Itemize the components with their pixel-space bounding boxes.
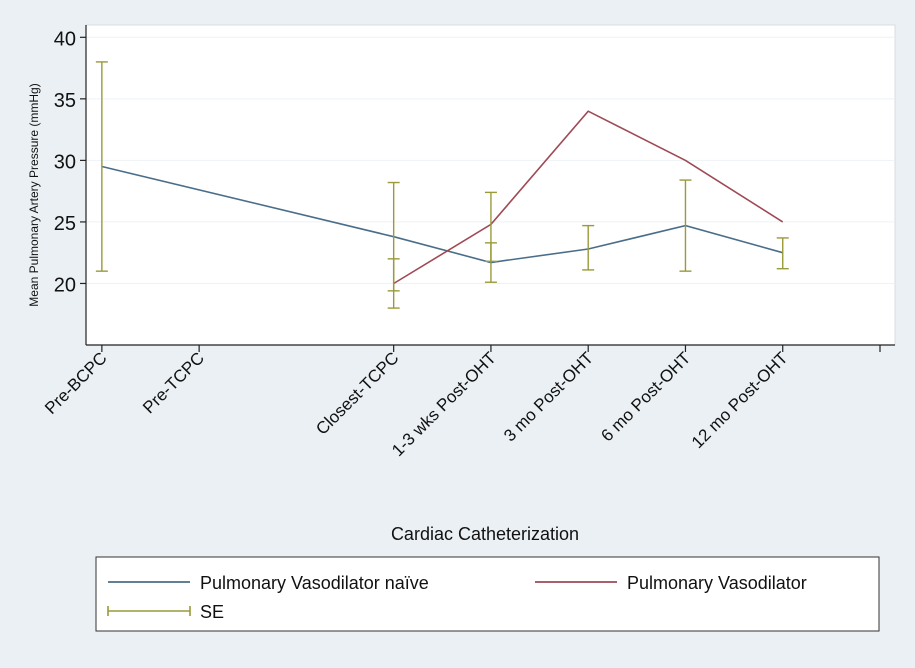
legend-label-0: Pulmonary Vasodilator naïve bbox=[200, 573, 429, 593]
legend-item-1: Pulmonary Vasodilator bbox=[535, 573, 807, 593]
legend-item-2: SE bbox=[107, 602, 224, 622]
error-bar-7 bbox=[776, 237, 789, 270]
error-bar-3 bbox=[484, 191, 497, 283]
y-tick-label-25: 25 bbox=[54, 213, 76, 235]
error-bars-layer bbox=[95, 61, 789, 309]
error-bar-4 bbox=[484, 242, 497, 263]
y-tick-label-40: 40 bbox=[54, 28, 76, 50]
series-line-0 bbox=[101, 165, 783, 264]
plot-area bbox=[85, 24, 896, 346]
y-tick-label-35: 35 bbox=[54, 90, 76, 112]
y-axis: 20 25 30 35 40 bbox=[54, 25, 87, 345]
error-bar-2 bbox=[387, 258, 400, 309]
legend-item-0: Pulmonary Vasodilator naïve bbox=[108, 573, 429, 593]
error-bar-5 bbox=[582, 224, 595, 271]
error-bar-6 bbox=[679, 179, 692, 272]
x-axis-label: Cardiac Catheterization bbox=[391, 524, 579, 544]
series-line-1 bbox=[393, 110, 784, 285]
legend: Pulmonary Vasodilator naïve Pulmonary Vas… bbox=[107, 573, 807, 622]
legend-box bbox=[95, 556, 880, 632]
legend-label-1: Pulmonary Vasodilator bbox=[627, 573, 807, 593]
series-layer bbox=[101, 110, 784, 285]
legend-label-2: SE bbox=[200, 602, 224, 622]
error-bar-0 bbox=[95, 61, 108, 272]
y-axis-label: Mean Pulmonary Artery Pressure (mmHg) bbox=[27, 83, 41, 306]
y-tick-label-30: 30 bbox=[54, 151, 76, 173]
y-tick-label-20: 20 bbox=[54, 274, 76, 296]
